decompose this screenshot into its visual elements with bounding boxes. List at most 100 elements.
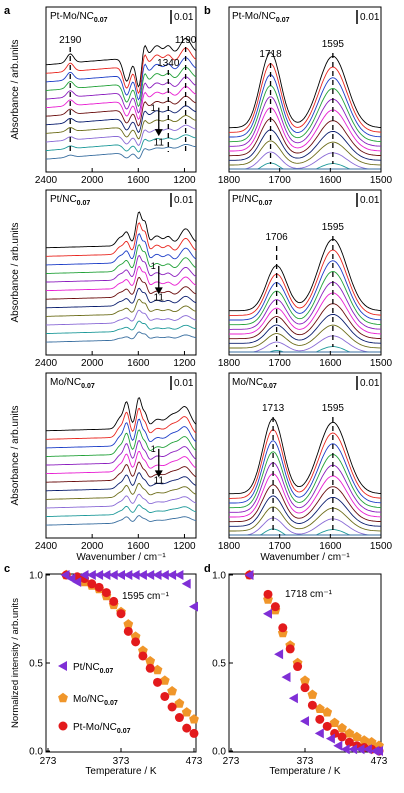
y-axis-label: Absorbance / arb.units (10, 39, 21, 139)
data-point (101, 570, 111, 580)
spectrum-series-11 (45, 320, 197, 335)
data-point (307, 689, 318, 699)
spectrum-series-2 (229, 429, 382, 499)
spectrum-series-8 (45, 105, 197, 134)
series-arrowhead (154, 470, 163, 478)
scale-bar-label: 0.01 (174, 378, 194, 389)
spectrum-series-4 (229, 85, 382, 143)
panel-b-spectrum-3: 1800 1700 1600 1500 0.01 1713 1595 Wavenumber /… (218, 372, 393, 563)
panel-c-scatter: 273 373 473 0.0 0.5 1.0 1595 cm⁻¹ Temperature /… (10, 569, 203, 777)
panel-d-scatter: 273 373 473 0.0 0.5 1.0 1718 cm⁻¹ Temperature /… (212, 569, 388, 777)
data-point (159, 675, 170, 685)
spectrum-series-7 (45, 95, 197, 127)
data-point (293, 662, 303, 672)
spectrum-series-10 (45, 493, 197, 509)
series-start-label: 1 (151, 103, 156, 113)
data-point (325, 733, 335, 744)
series-start-label: 1 (151, 261, 156, 271)
scale-bar-label: 0.01 (360, 12, 380, 23)
spectrum-series-3 (45, 57, 197, 101)
spectrum-series-4 (229, 451, 382, 509)
legend-name: Mo/NC (73, 694, 104, 705)
data-point (145, 663, 155, 673)
spectrum-series-9 (46, 298, 197, 317)
sample-label: Pt/NC0.07 (232, 194, 272, 207)
x-tick-label: 1600 (127, 358, 150, 369)
spectrum-series-10 (45, 309, 197, 326)
data-point (72, 577, 82, 588)
data-point (348, 744, 358, 755)
sample-name: Pt/NC (232, 194, 259, 205)
peak-label: 1595 (322, 222, 345, 233)
data-point (101, 588, 111, 598)
spectrum-series-8 (46, 472, 197, 492)
data-point (94, 582, 104, 592)
sample-label: Mo/NC0.07 (50, 377, 95, 390)
spectrum-series-4 (229, 271, 382, 326)
scale-bar-label: 0.01 (360, 195, 380, 206)
spectrum-series-6 (46, 450, 197, 475)
data-point (244, 570, 254, 580)
data-point (288, 693, 298, 704)
data-point (94, 570, 104, 580)
series-arrowhead (154, 129, 163, 137)
data-point (123, 626, 133, 636)
y-tick-label: 1.0 (212, 571, 226, 582)
data-point (281, 672, 291, 683)
legend-label: Mo/NC0.07 (73, 694, 118, 707)
annotation-label: 1718 cm⁻¹ (285, 589, 333, 600)
legend-subscript: 0.07 (100, 668, 114, 675)
spectrum-series-2 (228, 63, 382, 133)
data-point (314, 728, 324, 739)
data-point (86, 570, 96, 580)
spectrum-series-5 (45, 76, 197, 114)
data-point (152, 570, 162, 580)
data-point (263, 608, 272, 619)
data-point (189, 728, 199, 738)
spectrum-series-3 (46, 418, 197, 449)
x-tick-label: 1500 (370, 175, 393, 186)
panel-b-spectrum-2: 1800 1700 1600 1500 0.01 1706 1595 (218, 189, 393, 369)
x-tick-label: 1800 (218, 541, 241, 552)
plot-frame (45, 372, 197, 539)
spectrum-series-1 (45, 211, 197, 249)
data-point (315, 714, 325, 724)
x-tick-label: 2400 (35, 175, 58, 186)
x-tick-label: 2400 (35, 358, 58, 369)
data-point (159, 570, 169, 580)
panel-label-c: c (4, 563, 10, 575)
data-point (337, 732, 347, 742)
spectrum-series-9 (45, 115, 197, 140)
spectrum-series-7 (229, 484, 382, 523)
spectrum-series-10 (229, 151, 381, 170)
data-point (167, 686, 177, 696)
x-tick-label: 2000 (81, 541, 104, 552)
data-point (182, 723, 192, 733)
panel-b-spectrum-1: 1800 1700 1600 1500 0.01 1718 1595 (218, 6, 393, 186)
data-point (307, 700, 317, 710)
spectrum-series-2 (46, 407, 197, 440)
data-point (174, 570, 184, 580)
series-end-label: 11 (154, 293, 165, 304)
sample-name: Pt/NC (50, 194, 77, 205)
data-point (337, 722, 347, 733)
data-point (60, 570, 70, 580)
panel-label-d: d (204, 563, 211, 575)
plot-frame (228, 6, 382, 173)
legend-name: Pt/NC (73, 662, 100, 673)
data-point (359, 735, 370, 745)
scale-bar-label: 0.01 (174, 195, 194, 206)
data-point (340, 744, 350, 755)
spectrum-series-6 (229, 473, 382, 518)
data-point (131, 637, 141, 647)
x-tick-label: 1500 (370, 541, 393, 552)
data-point (153, 677, 162, 687)
x-tick-label: 1700 (269, 358, 292, 369)
plot-frame (45, 189, 197, 356)
x-tick-label: 473 (371, 756, 388, 767)
x-tick-label: 273 (223, 756, 240, 767)
peak-label: 1718 (259, 49, 282, 60)
series-start-label: 1 (151, 444, 156, 454)
plot-frame (228, 372, 382, 539)
